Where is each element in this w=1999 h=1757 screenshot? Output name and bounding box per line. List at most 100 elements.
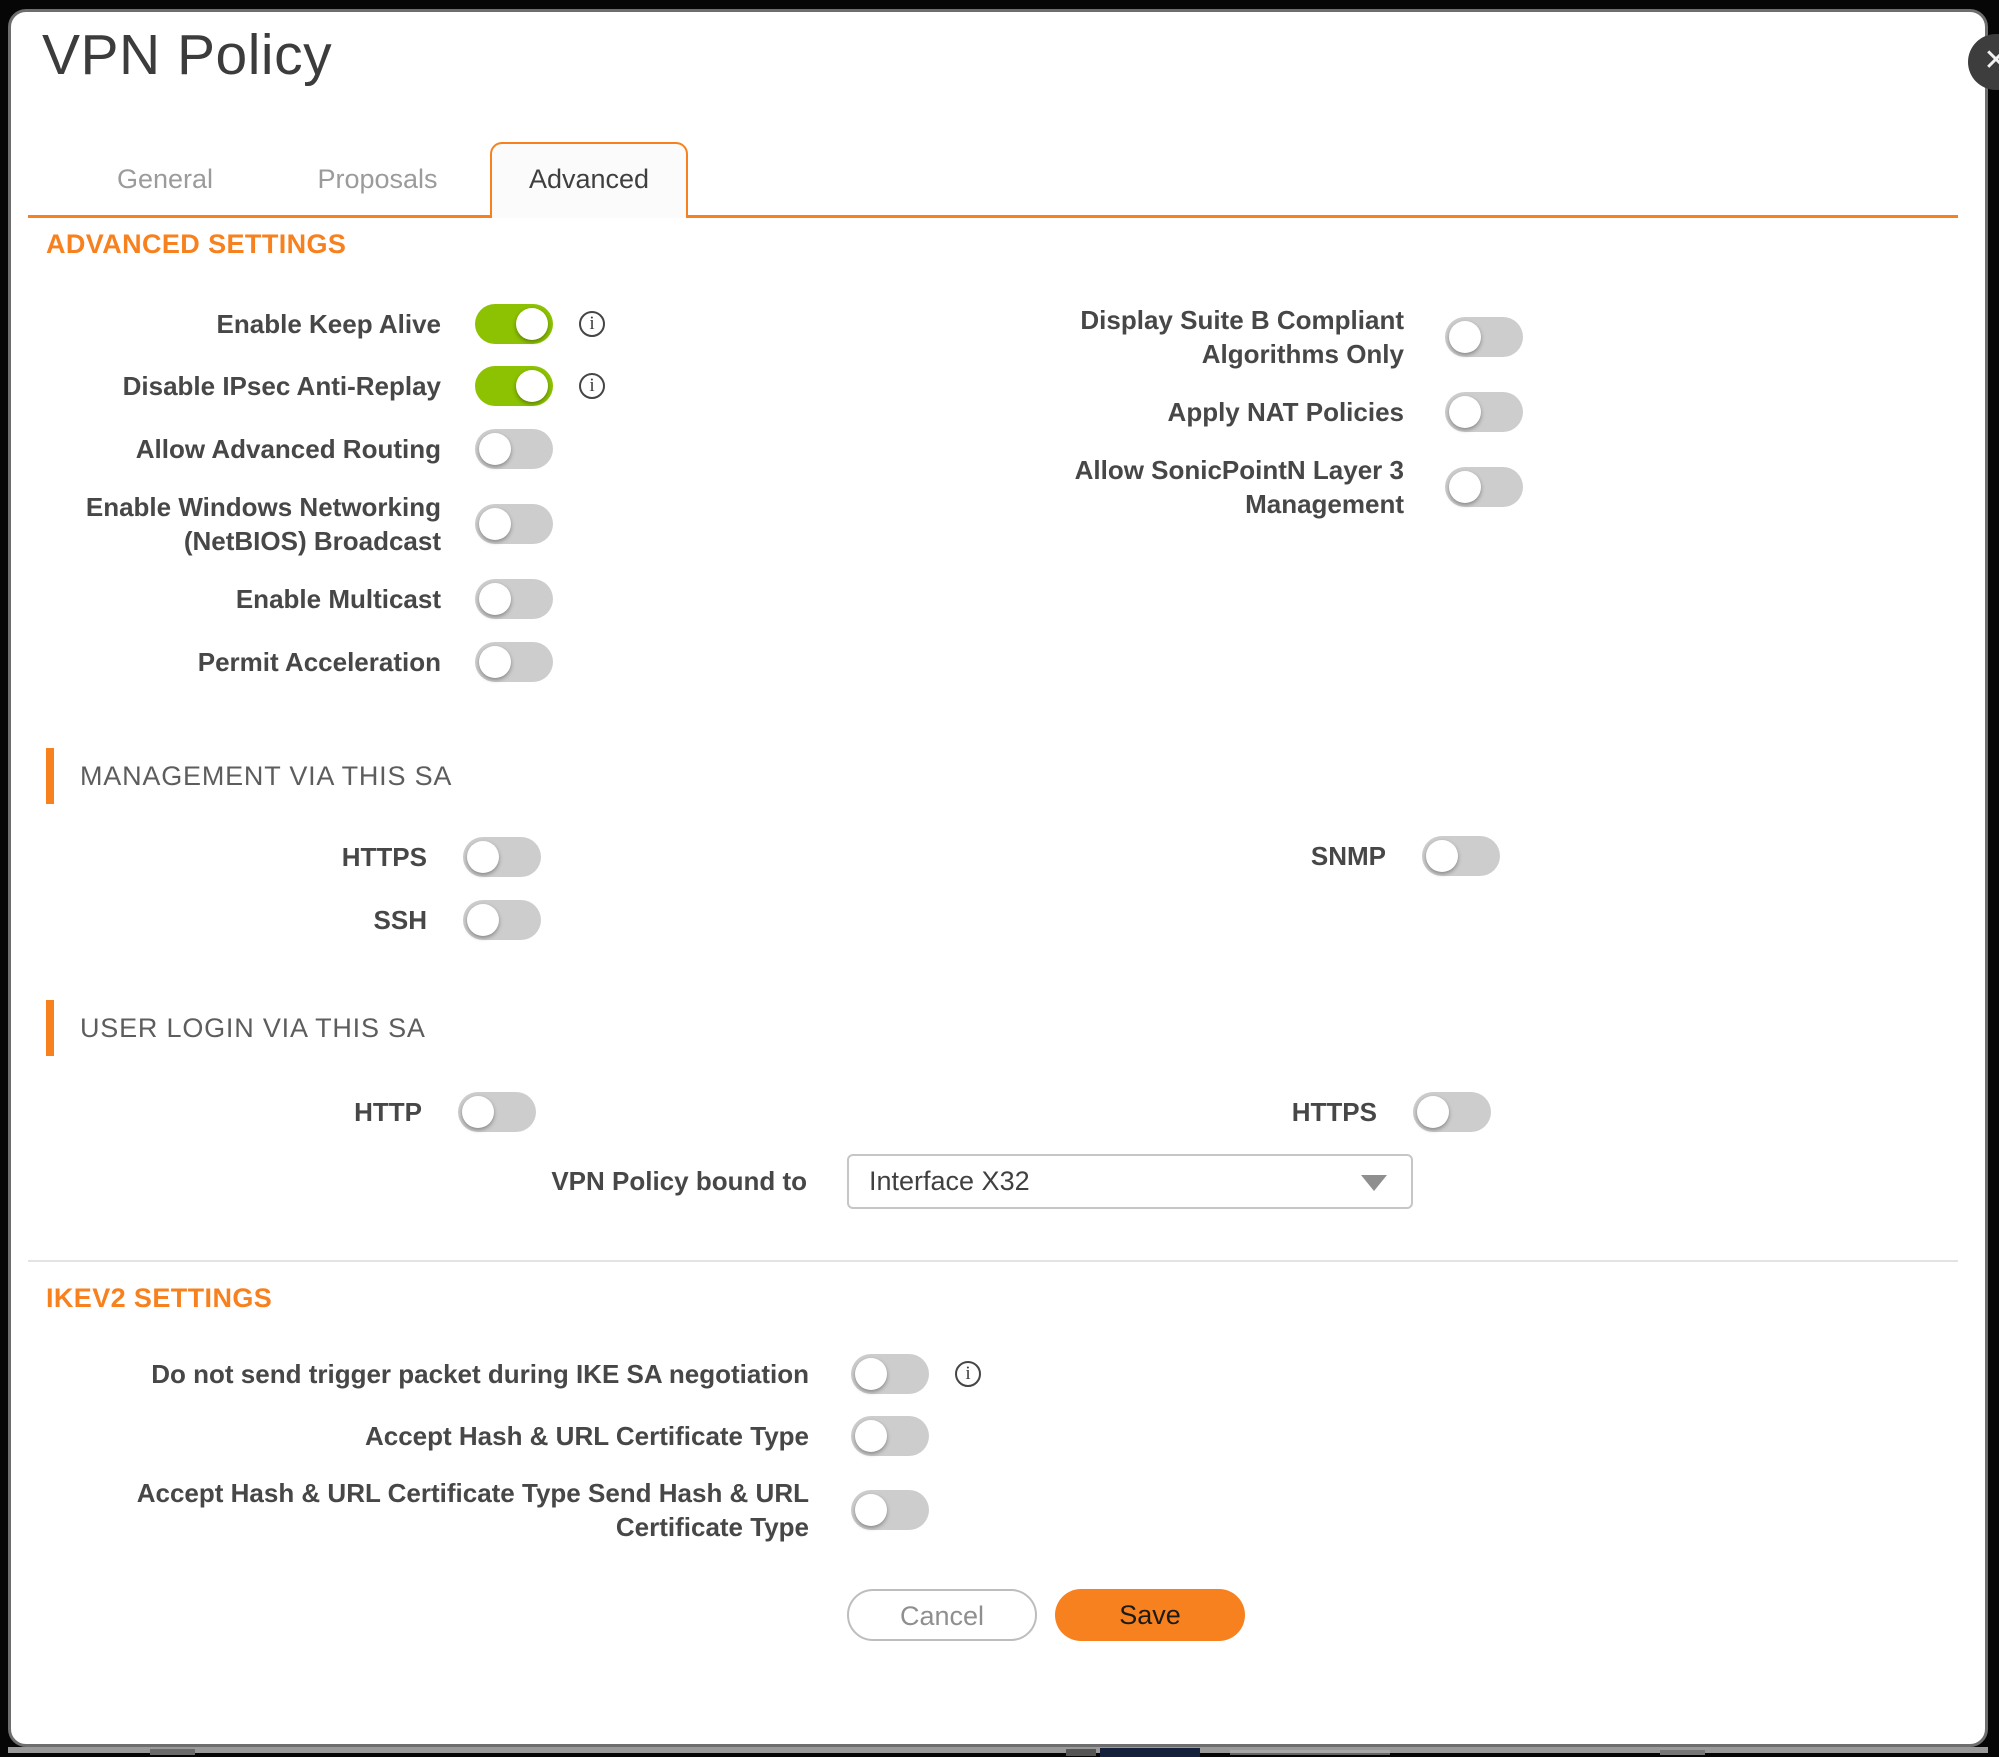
user-login-http-toggle[interactable] [458, 1092, 536, 1132]
background-fragment [1066, 1749, 1096, 1756]
toggle-label: Enable Multicast [235, 584, 441, 614]
tab-underline [28, 215, 1958, 218]
info-icon[interactable]: i [579, 311, 605, 337]
section-title: USER LOGIN VIA THIS SA [80, 1012, 426, 1043]
section-accent-bar [46, 748, 54, 804]
toggle-label: HTTP [354, 1097, 422, 1127]
toggle-knob [479, 583, 511, 615]
toggle-knob [1449, 471, 1481, 503]
toggle-label: SNMP [1310, 841, 1386, 871]
toggle-knob [1449, 396, 1481, 428]
toggle-row: HTTP [42, 1092, 536, 1132]
apply-nat-policies-toggle[interactable] [1445, 392, 1523, 432]
sonicpointn-layer3-toggle[interactable] [1445, 467, 1523, 507]
toggle-row: Allow SonicPointN Layer 3 Management [1000, 453, 1523, 521]
suite-b-algorithms-toggle[interactable] [1445, 317, 1523, 357]
toggle-row: Enable Keep Alive i [61, 304, 605, 344]
toggle-row: Enable Windows Networking (NetBIOS) Broa… [61, 490, 553, 558]
page-title: VPN Policy [42, 23, 333, 87]
toggle-label: Enable Keep Alive [216, 309, 441, 339]
toggle-knob [516, 370, 548, 402]
toggle-knob [479, 433, 511, 465]
toggle-label: Accept Hash & URL Certificate Type Send … [136, 1478, 809, 1542]
permit-acceleration-toggle[interactable] [475, 642, 553, 682]
toggle-label: HTTPS [1291, 1097, 1377, 1127]
toggle-label: Accept Hash & URL Certificate Type [364, 1421, 809, 1451]
toggle-row: Enable Multicast [61, 579, 553, 619]
toggle-row: Permit Acceleration [61, 642, 553, 682]
toggle-row: SSH [47, 900, 541, 940]
toggle-knob [855, 1420, 887, 1452]
toggle-row: Do not send trigger packet during IKE SA… [39, 1354, 981, 1394]
toggle-knob [1449, 321, 1481, 353]
toggle-label: Apply NAT Policies [1167, 397, 1404, 427]
tab-advanced[interactable]: Advanced [528, 164, 650, 194]
toggle-row: Disable IPsec Anti-Replay i [61, 366, 605, 406]
tab-general[interactable]: General [116, 164, 214, 194]
enable-keep-alive-toggle[interactable] [475, 304, 553, 344]
section-accent-bar [46, 1000, 54, 1056]
toggle-knob [855, 1494, 887, 1526]
background-page-strip [8, 1747, 1988, 1753]
bound-to-label: VPN Policy bound to [551, 1166, 807, 1196]
chevron-down-icon [1361, 1174, 1387, 1191]
toggle-label: Allow SonicPointN Layer 3 Management [1074, 455, 1404, 519]
bound-interface-dropdown[interactable]: Interface X32 [847, 1154, 1413, 1209]
info-icon[interactable]: i [579, 373, 605, 399]
accept-send-hash-url-cert-toggle[interactable] [851, 1490, 929, 1530]
toggle-knob [1426, 840, 1458, 872]
tab-proposals[interactable]: Proposals [317, 164, 438, 194]
allow-advanced-routing-toggle[interactable] [475, 429, 553, 469]
toggle-label: Display Suite B Compliant Algorithms Onl… [1080, 305, 1404, 369]
toggle-row: Accept Hash & URL Certificate Type [39, 1416, 929, 1456]
toggle-label: Do not send trigger packet during IKE SA… [151, 1359, 809, 1389]
management-https-toggle[interactable] [463, 837, 541, 877]
section-title: MANAGEMENT VIA THIS SA [80, 760, 453, 791]
background-fragment [1100, 1748, 1200, 1757]
toggle-knob [462, 1096, 494, 1128]
user-login-https-toggle[interactable] [1413, 1092, 1491, 1132]
toggle-row: Allow Advanced Routing [61, 429, 553, 469]
section-divider [28, 1260, 1958, 1262]
toggle-knob [479, 508, 511, 540]
background-fragment [1230, 1750, 1390, 1755]
background-fragment [150, 1749, 195, 1755]
modal-panel [8, 9, 1988, 1747]
user-login-section-header: USER LOGIN VIA THIS SA [46, 1000, 426, 1056]
enable-netbios-broadcast-toggle[interactable] [475, 504, 553, 544]
enable-multicast-toggle[interactable] [475, 579, 553, 619]
active-tab-outline [490, 142, 688, 218]
ikev2-settings-heading: IKEV2 SETTINGS [46, 1283, 273, 1313]
background-fragment [1660, 1750, 1705, 1755]
toggle-row: HTTPS [47, 837, 541, 877]
toggle-row: Display Suite B Compliant Algorithms Onl… [1000, 303, 1523, 371]
info-icon[interactable]: i [955, 1361, 981, 1387]
toggle-knob [516, 308, 548, 340]
toggle-row: Apply NAT Policies [1000, 392, 1523, 432]
toggle-row: Accept Hash & URL Certificate Type Send … [39, 1476, 929, 1544]
no-trigger-packet-toggle[interactable] [851, 1354, 929, 1394]
toggle-label: Disable IPsec Anti-Replay [122, 371, 441, 401]
vpn-policy-bound-row: VPN Policy bound to Interface X32 [47, 1154, 1413, 1209]
management-section-header: MANAGEMENT VIA THIS SA [46, 748, 452, 804]
toggle-knob [1417, 1096, 1449, 1128]
toggle-label: Allow Advanced Routing [135, 434, 441, 464]
toggle-row: SNMP [1000, 836, 1500, 876]
management-ssh-toggle[interactable] [463, 900, 541, 940]
toggle-label: SSH [373, 905, 427, 935]
toggle-label: Enable Windows Networking (NetBIOS) Broa… [85, 492, 441, 556]
toggle-label: Permit Acceleration [197, 647, 441, 677]
save-button[interactable]: Save [1055, 1589, 1245, 1641]
management-snmp-toggle[interactable] [1422, 836, 1500, 876]
toggle-row: HTTPS [997, 1092, 1491, 1132]
cancel-button[interactable]: Cancel [847, 1589, 1037, 1641]
toggle-knob [467, 841, 499, 873]
toggle-knob [467, 904, 499, 936]
advanced-settings-heading: ADVANCED SETTINGS [46, 229, 347, 259]
disable-ipsec-anti-replay-toggle[interactable] [475, 366, 553, 406]
accept-hash-url-cert-toggle[interactable] [851, 1416, 929, 1456]
toggle-knob [855, 1358, 887, 1390]
dropdown-selected-value: Interface X32 [869, 1166, 1030, 1196]
toggle-label: HTTPS [341, 842, 427, 872]
